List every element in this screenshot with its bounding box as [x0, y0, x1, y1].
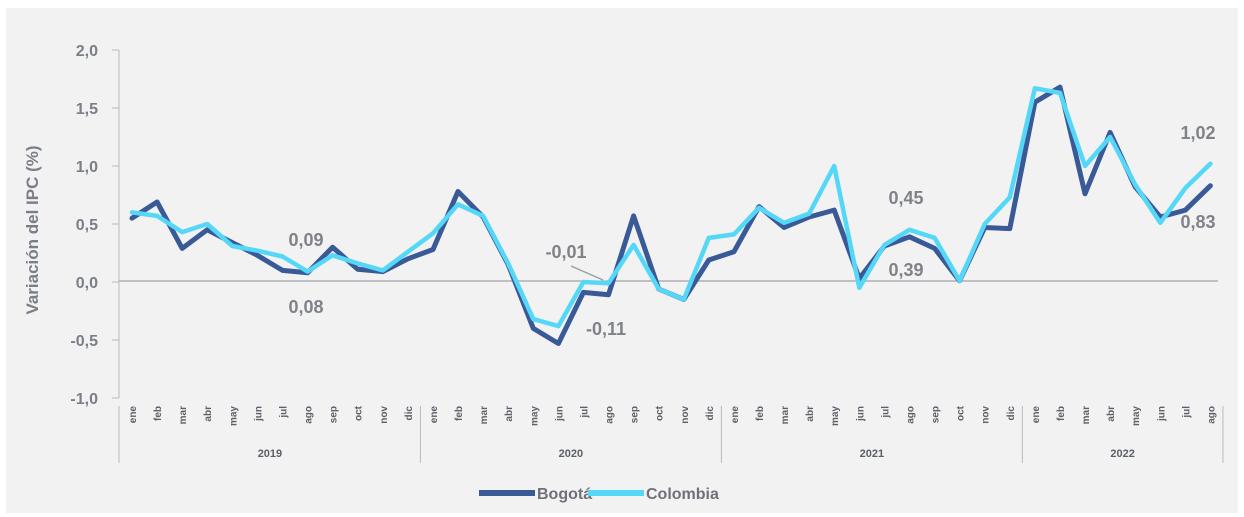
chart-panel: Variación del IPC (%) 2,0 1,5 1,0 0,5 0,0 -0,…	[6, 8, 1238, 513]
x-month-label: abr	[805, 406, 816, 422]
data-annotation: 0,39	[888, 260, 923, 280]
data-annotation: -0,01	[545, 242, 586, 262]
y-axis-label: Variación del IPC (%)	[23, 145, 42, 314]
x-month-label: dic	[705, 406, 716, 421]
x-month-label: nov	[379, 406, 390, 424]
x-month-label: ene	[429, 406, 440, 424]
legend-label: Bogotá	[537, 486, 592, 503]
x-month-label: abr	[504, 406, 515, 422]
x-year-label: 2019	[258, 448, 282, 460]
legend-label: Colombia	[646, 486, 719, 503]
y-tick-label: -1,0	[70, 391, 98, 408]
x-month-label: jun	[253, 406, 264, 422]
x-month-label: oct	[354, 405, 365, 421]
x-month-label: feb	[1056, 406, 1067, 421]
x-month-label: jun	[554, 406, 565, 422]
x-month-label: may	[830, 406, 841, 426]
y-tick-label: 2,0	[76, 43, 98, 60]
x-year-label: 2022	[1110, 448, 1134, 460]
x-month-label: ago	[605, 406, 616, 424]
x-year-label: 2021	[860, 448, 884, 460]
y-tick-label: -0,5	[70, 333, 98, 350]
y-tick-label: 0,0	[76, 275, 98, 292]
y-tick-label: 0,5	[76, 217, 98, 234]
x-month-label: mar	[780, 406, 791, 424]
data-annotation: 0,08	[288, 297, 323, 317]
x-month-label: sep	[931, 406, 942, 423]
x-month-label: oct	[956, 405, 967, 421]
x-month-label: jul	[1181, 406, 1192, 419]
x-month-label: ene	[730, 406, 741, 424]
x-month-label: dic	[404, 406, 415, 421]
x-month-label: feb	[454, 406, 465, 421]
x-month-label: sep	[630, 406, 641, 423]
x-month-label: ago	[304, 406, 315, 424]
x-month-label: abr	[203, 406, 214, 422]
x-month-label: ago	[1206, 406, 1217, 424]
x-month-label: ene	[1031, 406, 1042, 424]
y-tick-label: 1,0	[76, 159, 98, 176]
annotation-leader-line	[570, 265, 604, 281]
x-month-label: may	[228, 406, 239, 426]
x-month-label: nov	[981, 406, 992, 424]
x-month-label: nov	[680, 406, 691, 424]
data-annotation: -0,11	[586, 319, 626, 339]
x-year-label: 2020	[559, 448, 583, 460]
x-month-label: ene	[128, 406, 139, 424]
x-month-label: mar	[178, 406, 189, 424]
x-month-label: abr	[1106, 406, 1117, 422]
x-month-label: oct	[655, 405, 666, 421]
x-month-label: feb	[153, 406, 164, 421]
x-month-label: jul	[579, 406, 590, 419]
data-annotation: 0,45	[888, 188, 923, 208]
data-annotation: 1,02	[1180, 123, 1215, 143]
x-month-label: jul	[278, 406, 289, 419]
x-month-label: may	[529, 406, 540, 426]
x-month-label: may	[1131, 406, 1142, 426]
data-annotation: 0,09	[288, 230, 323, 250]
x-month-label: sep	[329, 406, 340, 423]
data-annotation: 0,83	[1180, 212, 1215, 232]
x-month-label: jul	[880, 406, 891, 419]
series-line-colombia	[129, 86, 1213, 329]
x-month-label: ago	[905, 406, 916, 424]
x-month-label: dic	[1006, 406, 1017, 421]
x-month-label: jun	[1156, 406, 1167, 422]
ipc-line-chart: Variación del IPC (%) 2,0 1,5 1,0 0,5 0,0 -0,…	[23, 43, 1224, 503]
x-month-label: mar	[479, 406, 490, 424]
y-tick-label: 1,5	[76, 101, 98, 118]
x-month-label: jun	[855, 406, 866, 422]
x-month-label: mar	[1081, 406, 1092, 424]
x-month-label: feb	[755, 406, 766, 421]
